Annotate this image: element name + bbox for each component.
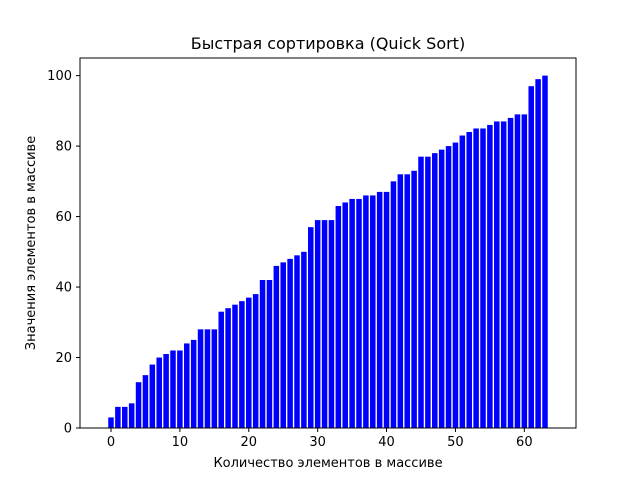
bar-32 bbox=[328, 220, 335, 428]
y-axis-label: Значения элементов в массиве bbox=[24, 136, 39, 350]
bar-42 bbox=[397, 174, 404, 428]
x-tick-label-40: 40 bbox=[378, 435, 395, 450]
y-tick-label-0: 0 bbox=[64, 422, 72, 437]
bar-41 bbox=[390, 181, 397, 428]
x-tick-label-30: 30 bbox=[309, 435, 326, 450]
bar-54 bbox=[480, 128, 486, 428]
y-tick-label-60: 60 bbox=[55, 210, 72, 225]
bar-24 bbox=[273, 265, 280, 428]
bar-11 bbox=[184, 343, 190, 428]
bar-40 bbox=[383, 191, 390, 428]
bars-group bbox=[108, 75, 548, 429]
bar-60 bbox=[521, 114, 528, 428]
bar-37 bbox=[363, 195, 369, 428]
bar-57 bbox=[500, 121, 507, 428]
y-tick-label-100: 100 bbox=[47, 69, 72, 84]
bar-39 bbox=[376, 191, 383, 428]
bar-20 bbox=[246, 297, 252, 428]
chart-title: Быстрая сортировка (Quick Sort) bbox=[191, 34, 465, 53]
bar-45 bbox=[418, 156, 424, 428]
x-tick-label-10: 10 bbox=[172, 435, 189, 450]
x-tick-label-0: 0 bbox=[107, 435, 115, 450]
bar-14 bbox=[204, 329, 211, 428]
x-tick-label-20: 20 bbox=[241, 435, 258, 450]
bar-33 bbox=[335, 206, 342, 428]
bar-50 bbox=[452, 142, 459, 429]
bar-5 bbox=[142, 375, 149, 428]
bar-43 bbox=[404, 174, 410, 428]
bar-17 bbox=[225, 308, 231, 428]
bar-51 bbox=[459, 135, 466, 428]
bar-25 bbox=[280, 262, 286, 428]
bar-31 bbox=[321, 220, 328, 428]
bar-22 bbox=[259, 280, 266, 428]
bar-1 bbox=[115, 406, 121, 428]
x-tick-label-60: 60 bbox=[516, 435, 533, 450]
bar-13 bbox=[197, 329, 204, 428]
bar-0 bbox=[108, 417, 114, 428]
bar-15 bbox=[211, 329, 218, 428]
bar-21 bbox=[252, 294, 259, 428]
bar-28 bbox=[301, 251, 307, 428]
bar-46 bbox=[425, 156, 431, 428]
bar-59 bbox=[514, 114, 521, 428]
x-axis-ticks: 0 10 20 30 40 50 60 bbox=[107, 428, 533, 450]
bar-48 bbox=[438, 149, 445, 428]
bar-52 bbox=[466, 132, 472, 428]
bar-18 bbox=[232, 304, 238, 428]
bar-3 bbox=[128, 403, 135, 428]
bar-4 bbox=[135, 382, 142, 428]
bar-16 bbox=[218, 311, 224, 428]
bar-30 bbox=[314, 220, 321, 428]
bar-34 bbox=[342, 202, 348, 428]
bar-27 bbox=[294, 255, 300, 428]
bar-8 bbox=[163, 354, 169, 428]
bar-6 bbox=[149, 364, 156, 428]
bar-19 bbox=[239, 301, 245, 428]
bar-29 bbox=[308, 227, 314, 428]
bar-53 bbox=[473, 128, 479, 428]
plot-frame bbox=[79, 57, 577, 429]
bar-12 bbox=[190, 339, 197, 428]
bar-10 bbox=[177, 350, 183, 428]
bar-38 bbox=[370, 195, 376, 428]
bar-23 bbox=[266, 280, 273, 428]
bar-56 bbox=[494, 121, 500, 428]
bar-61 bbox=[528, 86, 534, 428]
bar-2 bbox=[122, 406, 128, 428]
y-axis-ticks: 0 20 40 60 80 100 bbox=[47, 69, 80, 437]
bar-49 bbox=[445, 146, 452, 428]
bar-44 bbox=[411, 170, 417, 428]
bar-62 bbox=[535, 79, 541, 429]
x-axis-label: Количество элементов в массиве bbox=[213, 456, 442, 471]
bar-26 bbox=[287, 258, 293, 428]
bar-36 bbox=[356, 198, 362, 428]
bar-7 bbox=[156, 357, 162, 428]
bar-63 bbox=[542, 75, 548, 428]
y-tick-label-20: 20 bbox=[55, 351, 72, 366]
bar-58 bbox=[507, 117, 514, 429]
bar-9 bbox=[170, 350, 176, 428]
y-tick-label-40: 40 bbox=[55, 281, 72, 296]
x-tick-label-50: 50 bbox=[447, 435, 464, 450]
bar-35 bbox=[349, 198, 355, 428]
bar-55 bbox=[487, 124, 493, 428]
bar-47 bbox=[432, 153, 438, 428]
y-tick-label-80: 80 bbox=[55, 140, 72, 155]
